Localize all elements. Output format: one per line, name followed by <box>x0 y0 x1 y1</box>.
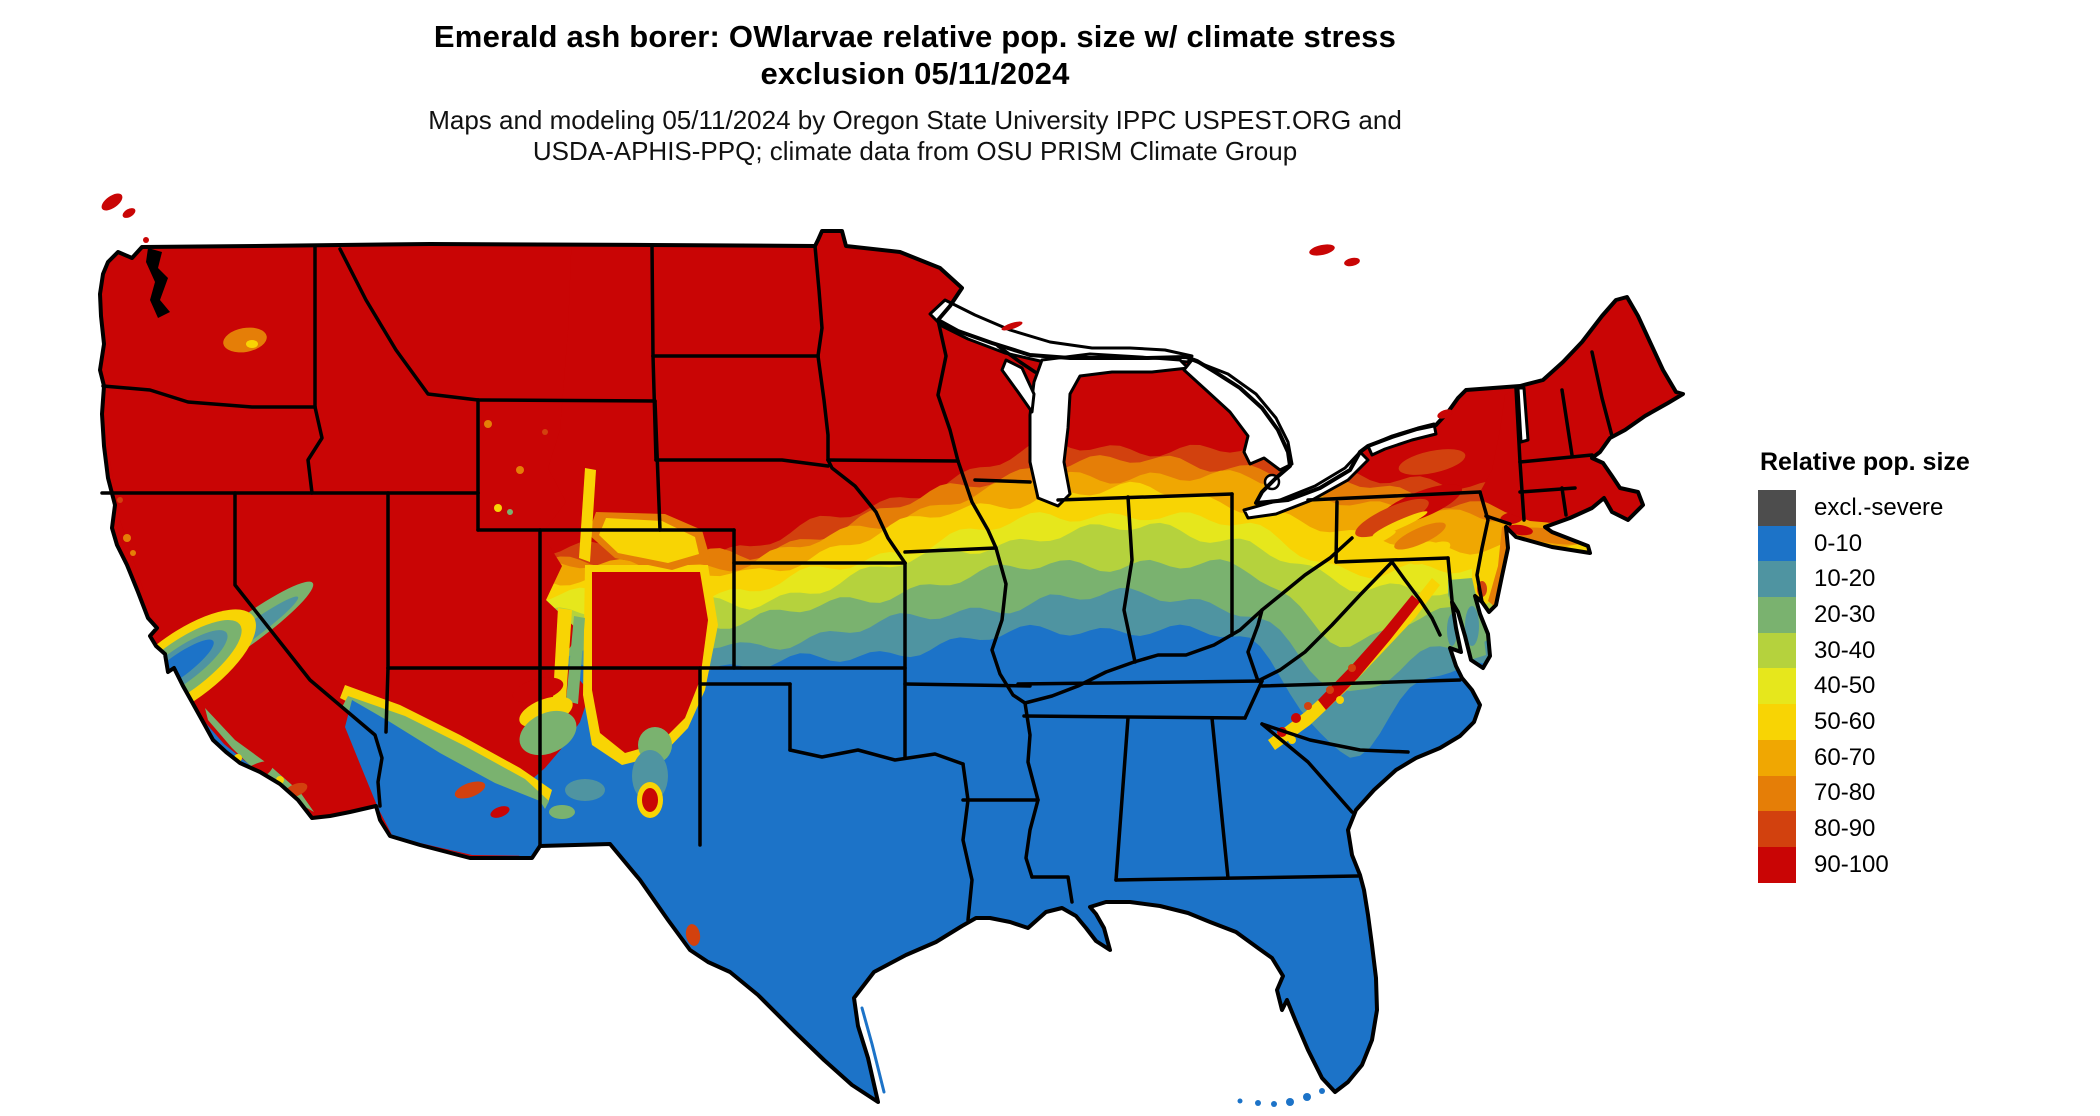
figure-subtitle: Maps and modeling 05/11/2024 by Oregon S… <box>0 105 1830 167</box>
legend-swatch <box>1758 561 1796 598</box>
legend-item: 80-90 <box>1758 811 1970 847</box>
legend-item-label: excl.-severe <box>1814 493 1944 521</box>
legend-item-label: 20-30 <box>1814 600 1876 628</box>
islands-and-keys <box>101 193 1453 1107</box>
legend-swatch <box>1758 597 1796 633</box>
legend-swatch <box>1758 490 1796 526</box>
legend-item-label: 30-40 <box>1814 636 1876 664</box>
legend-item: 10-20 <box>1758 561 1970 598</box>
state-borders <box>100 243 1614 922</box>
legend-item-label: 70-80 <box>1814 779 1876 807</box>
legend-item-label: 50-60 <box>1814 707 1876 735</box>
legend: Relative pop. size excl.-severe 0-10 10-20… <box>1758 448 1970 883</box>
legend-item: 90-100 <box>1758 846 1970 883</box>
legend-item-label: 90-100 <box>1814 850 1889 878</box>
legend-swatch <box>1758 739 1796 776</box>
legend-item: 0-10 <box>1758 525 1970 562</box>
legend-title: Relative pop. size <box>1760 448 1970 476</box>
legend-item-label: 10-20 <box>1814 565 1876 593</box>
page-title-line1: Emerald ash borer: OWlarvae relative pop… <box>433 19 1397 54</box>
legend-item: 50-60 <box>1758 704 1970 740</box>
legend-swatch <box>1758 811 1796 847</box>
puget-sound <box>146 248 170 318</box>
legend-item: 40-50 <box>1758 668 1970 705</box>
subtitle-line2: USDA-APHIS-PPQ; climate data from OSU PR… <box>532 136 1298 166</box>
legend-item: 70-80 <box>1758 775 1970 812</box>
legend-swatch <box>1758 846 1796 883</box>
legend-item: 60-70 <box>1758 739 1970 776</box>
legend-swatch <box>1758 704 1796 740</box>
legend-item: 30-40 <box>1758 632 1970 669</box>
legend-swatch <box>1758 775 1796 812</box>
legend-swatch <box>1758 668 1796 705</box>
legend-item-label: 40-50 <box>1814 672 1876 700</box>
legend-rows: excl.-severe 0-10 10-20 20-30 30-40 40-50 50-6… <box>1758 490 1970 883</box>
conus-outline <box>98 229 1685 1104</box>
subtitle-line1: Maps and modeling 05/11/2024 by Oregon S… <box>428 105 1402 135</box>
figure-header: Emerald ash borer: OWlarvae relative pop… <box>0 18 1830 167</box>
legend-swatch <box>1758 632 1796 669</box>
legend-item-label: 0-10 <box>1814 529 1863 557</box>
legend-swatch <box>1758 525 1796 562</box>
legend-item-label: 80-90 <box>1814 815 1876 843</box>
legend-item-label: 60-70 <box>1814 743 1876 771</box>
legend-item: 20-30 <box>1758 597 1970 633</box>
page-title-line2: exclusion 05/11/2024 <box>760 56 1070 91</box>
legend-item: excl.-severe <box>1758 490 1970 526</box>
